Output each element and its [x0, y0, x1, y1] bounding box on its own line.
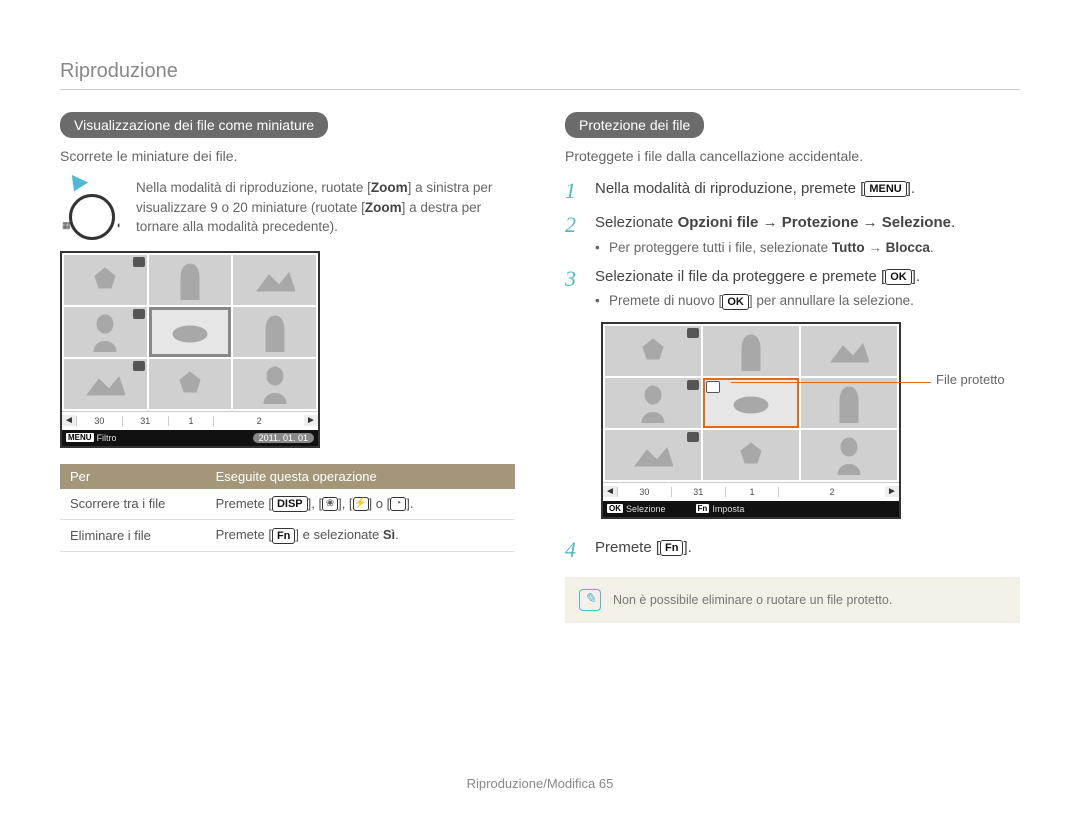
table-header-per: Per — [60, 464, 206, 489]
zoom-instruction-text: Nella modalità di riproduzione, ruotate … — [136, 178, 515, 237]
nav-left-icon: ◄ — [62, 415, 76, 426]
thumbnail-grid-illustration: ◄ 30 31 1 2 ► MENU Filtro 2011. 01. 01 — [60, 251, 320, 448]
zoom-ring-illustration: ▦◐ — [60, 178, 124, 231]
nav-right-icon: ► — [885, 486, 899, 497]
left-section-pill: Visualizzazione dei file come miniature — [60, 112, 328, 138]
step-3: 3 Selezionate il file da proteggere e pr… — [565, 266, 1020, 312]
table-row: Scorrere tra i file Premete [DISP], [❀],… — [60, 489, 515, 520]
right-section-pill: Protezione dei file — [565, 112, 704, 138]
left-column: Visualizzazione dei file come miniature … — [60, 112, 515, 623]
info-icon: ✎ — [579, 589, 601, 611]
flash-icon: ⚡ — [353, 497, 369, 511]
step-1: 1 Nella modalità di riproduzione, premet… — [565, 178, 1020, 204]
left-intro: Scorrete le miniature dei file. — [60, 148, 515, 164]
table-header-op: Eseguite questa operazione — [206, 464, 515, 489]
fn-button-icon: Fn — [660, 540, 683, 556]
note-box: ✎ Non è possibile eliminare o ruotare un… — [565, 577, 1020, 623]
disp-button-icon: DISP — [272, 496, 308, 512]
ok-button-icon: OK — [722, 294, 749, 310]
ok-button-icon: OK — [885, 269, 912, 285]
nav-right-icon: ► — [304, 415, 318, 426]
table-row: Eliminare i file Premete [Fn] e selezion… — [60, 520, 515, 552]
menu-button-icon: MENU — [864, 181, 906, 197]
right-intro: Proteggete i file dalla cancellazione ac… — [565, 148, 1020, 164]
protected-thumbnail-grid: ◄ 30 31 1 2 ► OK Selezione Fn Imposta — [601, 322, 901, 519]
timer-icon: ◔ — [390, 497, 406, 511]
page-footer: Riproduzione/Modifica 65 — [0, 776, 1080, 791]
right-column: Protezione dei file Proteggete i file da… — [565, 112, 1020, 623]
callout-file-protetto: File protetto — [936, 372, 1005, 387]
macro-icon: ❀ — [322, 497, 338, 511]
step-2: 2 Selezionate Opzioni file → Protezione … — [565, 212, 1020, 258]
operations-table: Per Eseguite questa operazione Scorrere … — [60, 464, 515, 552]
fn-button-icon: Fn — [272, 528, 295, 544]
header-rule — [60, 89, 1020, 90]
step-4: 4 Premete [Fn]. — [565, 537, 1020, 563]
lock-icon — [706, 381, 720, 393]
nav-left-icon: ◄ — [603, 486, 617, 497]
page-header: Riproduzione — [60, 60, 1020, 83]
